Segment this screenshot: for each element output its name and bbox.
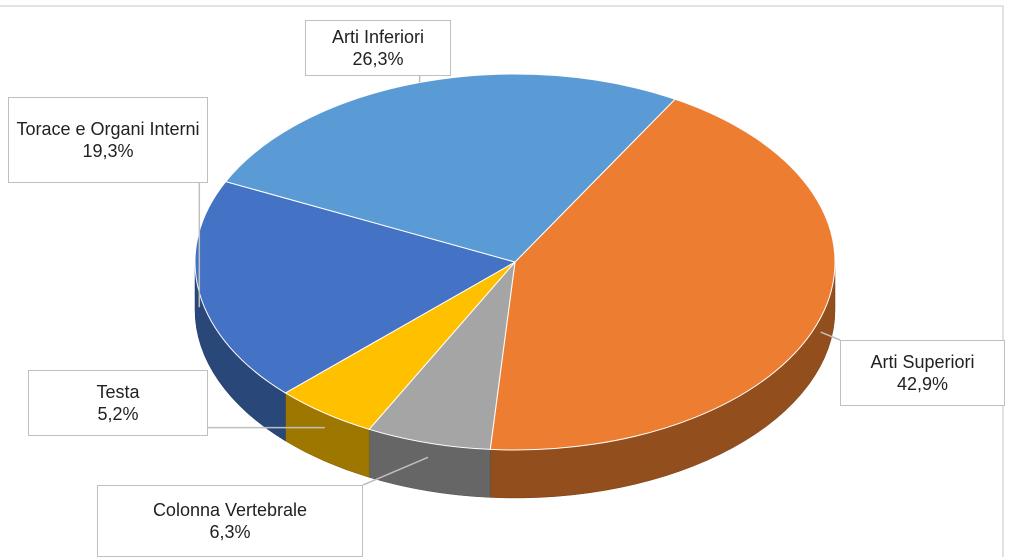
data-label: Testa 5,2% (28, 370, 208, 436)
data-label: Torace e Organi Interni 19,3% (8, 97, 208, 183)
label-value: 5,2% (97, 404, 139, 424)
label-category: Arti Inferiori (331, 27, 425, 47)
data-label: Arti Superiori 42,9% (840, 340, 1005, 406)
data-label: Colonna Vertebrale 6,3% (97, 485, 363, 557)
label-value: 42,9% (896, 374, 949, 394)
label-category: Torace e Organi Interni (16, 119, 200, 139)
data-label: Arti Inferiori 26,3% (305, 20, 451, 76)
leader-line (820, 331, 841, 341)
label-value: 19,3% (82, 141, 134, 161)
slice (368, 260, 516, 450)
slice-sides (194, 261, 836, 499)
leader-line (362, 456, 429, 486)
slice (489, 98, 836, 451)
label-category: Arti Superiori (870, 352, 975, 372)
label-value: 26,3% (352, 49, 404, 69)
label-category: Testa (96, 382, 140, 402)
label-category: Colonna Vertebrale (152, 500, 308, 520)
label-value: 6,3% (209, 522, 251, 542)
